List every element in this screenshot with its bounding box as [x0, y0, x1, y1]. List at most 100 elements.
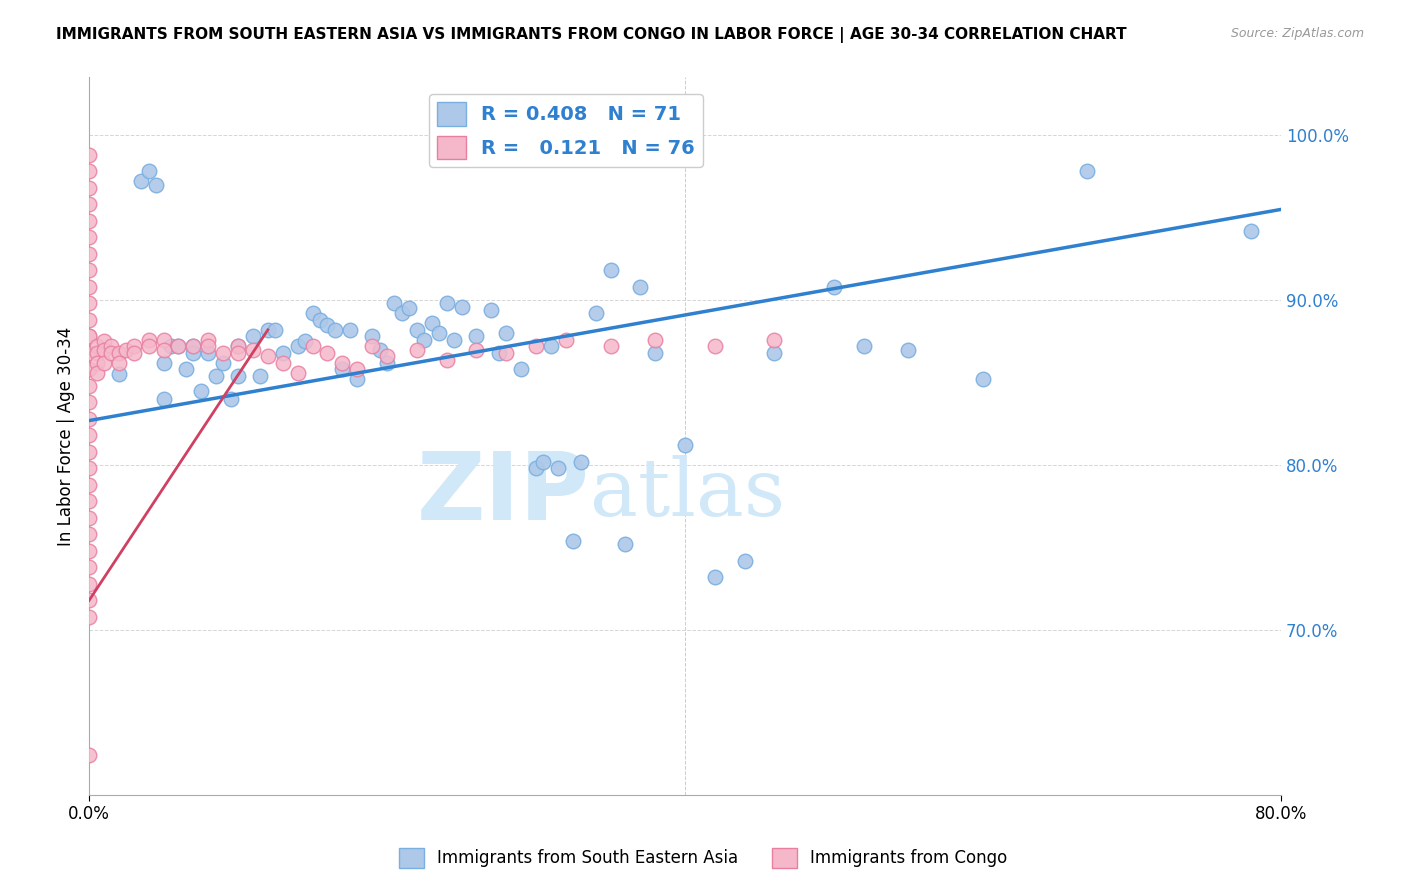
Point	[160, 339, 183, 353]
Point	[77, 329, 100, 343]
Y-axis label: In Labor Force | Age 30-34: In Labor Force | Age 30-34	[58, 326, 75, 546]
Point	[375, 349, 398, 363]
Point	[77, 197, 100, 211]
Point	[86, 346, 108, 360]
Point	[242, 329, 264, 343]
Point	[287, 366, 309, 380]
Point	[852, 339, 875, 353]
Point	[316, 318, 339, 332]
Point	[108, 356, 131, 370]
Point	[562, 534, 585, 549]
Point	[599, 339, 621, 353]
Point	[465, 329, 488, 343]
Point	[287, 339, 309, 353]
Point	[77, 230, 100, 244]
Point	[763, 346, 786, 360]
Point	[77, 296, 100, 310]
Point	[77, 263, 100, 277]
Point	[450, 300, 472, 314]
Point	[77, 461, 100, 475]
Point	[212, 356, 235, 370]
Point	[77, 748, 100, 763]
Point	[585, 306, 607, 320]
Point	[152, 392, 174, 406]
Point	[703, 570, 725, 584]
Point	[569, 455, 592, 469]
Point	[190, 384, 212, 398]
Point	[361, 329, 384, 343]
Point	[226, 346, 249, 360]
Text: atlas: atlas	[589, 455, 785, 533]
Point	[77, 428, 100, 442]
Point	[226, 339, 249, 353]
Point	[599, 263, 621, 277]
Point	[294, 334, 316, 349]
Point	[77, 395, 100, 409]
Point	[122, 346, 145, 360]
Point	[271, 356, 294, 370]
Point	[138, 333, 160, 347]
Point	[346, 372, 368, 386]
Point	[183, 339, 205, 353]
Point	[465, 343, 488, 357]
Point	[614, 537, 637, 551]
Point	[145, 178, 167, 192]
Point	[204, 369, 226, 384]
Point	[1076, 164, 1098, 178]
Point	[212, 346, 235, 360]
Point	[100, 346, 122, 360]
Point	[398, 301, 420, 316]
Point	[77, 362, 100, 376]
Point	[301, 306, 323, 320]
Point	[167, 339, 190, 353]
Point	[361, 339, 384, 353]
Point	[77, 329, 100, 343]
Point	[93, 356, 115, 370]
Point	[197, 346, 219, 360]
Point	[479, 303, 502, 318]
Point	[375, 356, 398, 370]
Point	[77, 247, 100, 261]
Point	[197, 333, 219, 347]
Text: Source: ZipAtlas.com: Source: ZipAtlas.com	[1230, 27, 1364, 40]
Point	[86, 339, 108, 353]
Point	[309, 313, 332, 327]
Point	[77, 164, 100, 178]
Point	[77, 412, 100, 426]
Point	[323, 323, 346, 337]
Point	[524, 461, 547, 475]
Point	[427, 326, 450, 340]
Point	[330, 356, 353, 370]
Point	[77, 379, 100, 393]
Point	[197, 339, 219, 353]
Point	[108, 368, 131, 382]
Point	[420, 316, 443, 330]
Point	[152, 343, 174, 357]
Point	[77, 445, 100, 459]
Point	[152, 356, 174, 370]
Point	[510, 362, 533, 376]
Point	[249, 369, 271, 384]
Point	[384, 296, 406, 310]
Point	[77, 494, 100, 508]
Point	[271, 346, 294, 360]
Point	[77, 181, 100, 195]
Point	[495, 346, 517, 360]
Point	[533, 455, 555, 469]
Point	[77, 478, 100, 492]
Point	[734, 554, 756, 568]
Point	[77, 346, 100, 360]
Point	[413, 333, 436, 347]
Point	[368, 343, 391, 357]
Point	[405, 343, 427, 357]
Point	[167, 339, 190, 353]
Point	[122, 339, 145, 353]
Point	[129, 174, 152, 188]
Point	[86, 356, 108, 370]
Point	[346, 362, 368, 376]
Point	[524, 339, 547, 353]
Point	[554, 333, 576, 347]
Point	[219, 392, 242, 406]
Point	[100, 339, 122, 353]
Point	[77, 280, 100, 294]
